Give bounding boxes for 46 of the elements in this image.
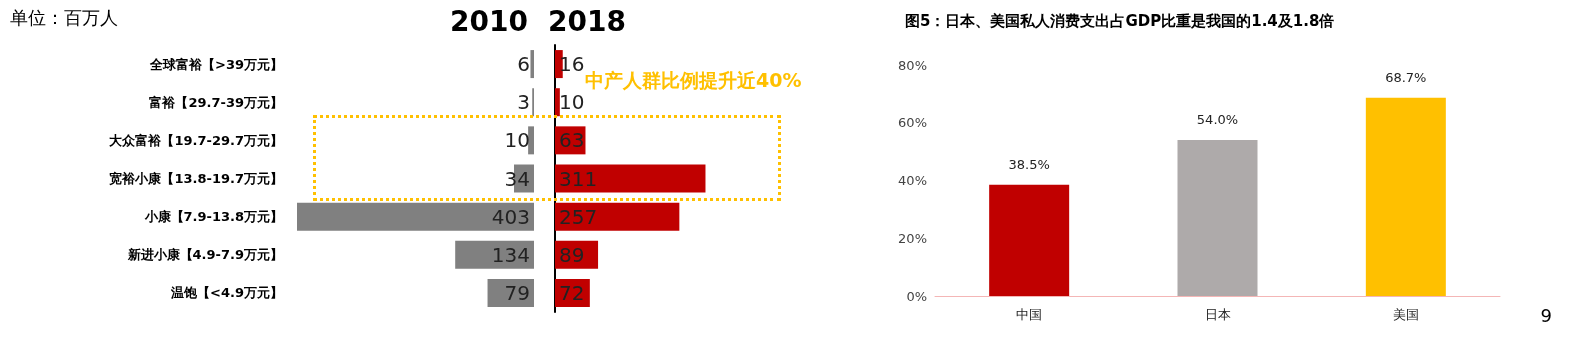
y-tick-label: 0% [906,288,927,304]
chart-title: 2010 [450,4,529,38]
x-tick-label: 美国 [1392,307,1419,322]
bar [555,164,706,193]
y-tick-label: 新进小康【4.9-7.9万元】 [126,247,283,263]
data-label: 72 [559,280,585,305]
y-tick-label: 20% [898,230,927,246]
x-tick-label: 中国 [1016,307,1043,322]
data-label: 311 [559,166,598,191]
x-tick-label: 日本 [1204,307,1231,322]
bar [1365,97,1446,296]
y-tick-label: 60% [898,115,927,131]
data-label: 54.0% [1196,112,1239,128]
data-label: 68.7% [1385,69,1427,85]
bar [989,184,1070,296]
bar [530,50,534,79]
y-tick-label: 温饱【<4.9万元】 [170,285,283,301]
bar [528,126,534,155]
y-tick-label: 小康【7.9-13.8万元】 [143,209,283,225]
data-label: 10 [504,128,530,153]
data-label: 63 [559,128,585,153]
data-label: 257 [559,204,598,229]
data-label: 134 [491,242,530,267]
data-label: 3 [517,90,530,115]
data-label: 38.5% [1008,156,1050,172]
data-label: 10 [559,90,585,115]
data-label: 79 [504,280,530,305]
y-tick-label: 40% [898,173,927,188]
chart-title: 2018 [548,4,626,38]
y-tick-label: 富裕【29.7-39万元】 [149,94,283,110]
bar [1177,140,1258,296]
bar [555,202,680,231]
bar [555,88,560,117]
bar [297,202,534,231]
text: 9 [1540,304,1552,326]
chart-title: 图5：日本、美国私人消费支出占GDP比重是我国的1.4及1.8倍 [905,11,1335,30]
y-tick-label: 大众富裕【19.7-29.7万元】 [109,132,283,148]
bar [455,240,534,269]
text: 单位：百万人 [10,6,118,28]
data-label: 403 [491,204,530,229]
annotation: 中产人群比例提升近40% [585,68,802,91]
y-tick-label: 全球富裕【>39万元】 [149,56,283,72]
data-label: 6 [517,52,530,77]
y-tick-label: 宽裕小康【13.8-19.7万元】 [109,171,283,186]
data-label: 89 [559,242,585,267]
y-tick-label: 80% [898,57,927,73]
